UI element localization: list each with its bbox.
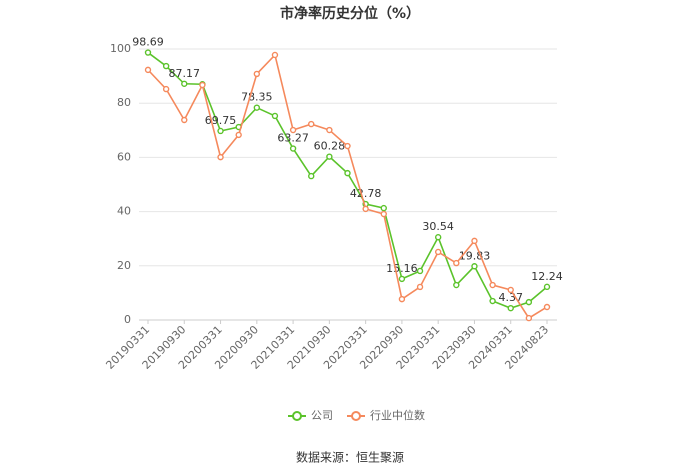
y-tick-label: 60 bbox=[117, 150, 131, 163]
point bbox=[235, 131, 242, 139]
point bbox=[453, 259, 460, 267]
data-label: 63.27 bbox=[277, 132, 309, 145]
legend-label: 公司 bbox=[311, 409, 333, 422]
point bbox=[489, 297, 496, 305]
point bbox=[380, 210, 387, 218]
point bbox=[181, 116, 188, 124]
data-label: 60.28 bbox=[314, 140, 346, 153]
data-label: 19.83 bbox=[459, 249, 491, 262]
point bbox=[326, 126, 333, 134]
point bbox=[398, 275, 406, 283]
y-tick-label: 20 bbox=[117, 259, 131, 272]
point bbox=[162, 85, 170, 93]
point bbox=[253, 70, 261, 78]
y-tick-label: 40 bbox=[117, 205, 131, 218]
point bbox=[181, 80, 188, 87]
point bbox=[289, 126, 297, 134]
chart-title: 市净率历史分位（%） bbox=[280, 5, 420, 22]
data-label: 87.17 bbox=[169, 67, 201, 80]
point bbox=[489, 281, 496, 289]
point bbox=[271, 51, 279, 59]
point bbox=[416, 267, 424, 275]
legend-marker bbox=[292, 411, 302, 421]
point bbox=[308, 172, 315, 180]
point bbox=[271, 112, 279, 120]
point bbox=[362, 205, 369, 213]
point bbox=[543, 303, 551, 311]
data-label: 15.16 bbox=[386, 262, 418, 275]
legend-marker bbox=[351, 411, 361, 421]
y-tick-label: 0 bbox=[124, 313, 131, 326]
point bbox=[144, 66, 152, 74]
point bbox=[326, 153, 333, 160]
source: 数据来源：恒生聚源 bbox=[296, 450, 404, 465]
point bbox=[434, 248, 442, 256]
point bbox=[217, 153, 224, 161]
point bbox=[289, 145, 297, 152]
point bbox=[471, 237, 478, 245]
point bbox=[507, 286, 514, 294]
point bbox=[453, 281, 460, 289]
point bbox=[398, 295, 406, 303]
point bbox=[253, 104, 261, 111]
point bbox=[144, 49, 152, 56]
point bbox=[344, 169, 351, 177]
data-label: 12.24 bbox=[531, 270, 563, 283]
point bbox=[507, 304, 514, 312]
point bbox=[416, 283, 424, 291]
point bbox=[543, 283, 551, 291]
y-tick-label: 80 bbox=[117, 96, 131, 109]
point bbox=[434, 234, 442, 241]
point bbox=[217, 127, 224, 135]
point bbox=[525, 298, 533, 306]
y-tick-label: 100 bbox=[110, 42, 131, 55]
point bbox=[199, 81, 206, 89]
point bbox=[308, 120, 315, 128]
series-line bbox=[147, 53, 548, 320]
point bbox=[525, 314, 533, 322]
legend-label: 行业中位数 bbox=[370, 408, 425, 422]
point bbox=[471, 263, 478, 270]
data-label: 98.69 bbox=[132, 36, 164, 49]
point bbox=[162, 62, 170, 70]
data-label: 42.78 bbox=[350, 187, 382, 200]
data-label: 30.54 bbox=[422, 220, 454, 233]
point bbox=[380, 204, 387, 212]
point bbox=[344, 142, 351, 150]
data-label: 78.35 bbox=[241, 91, 273, 104]
